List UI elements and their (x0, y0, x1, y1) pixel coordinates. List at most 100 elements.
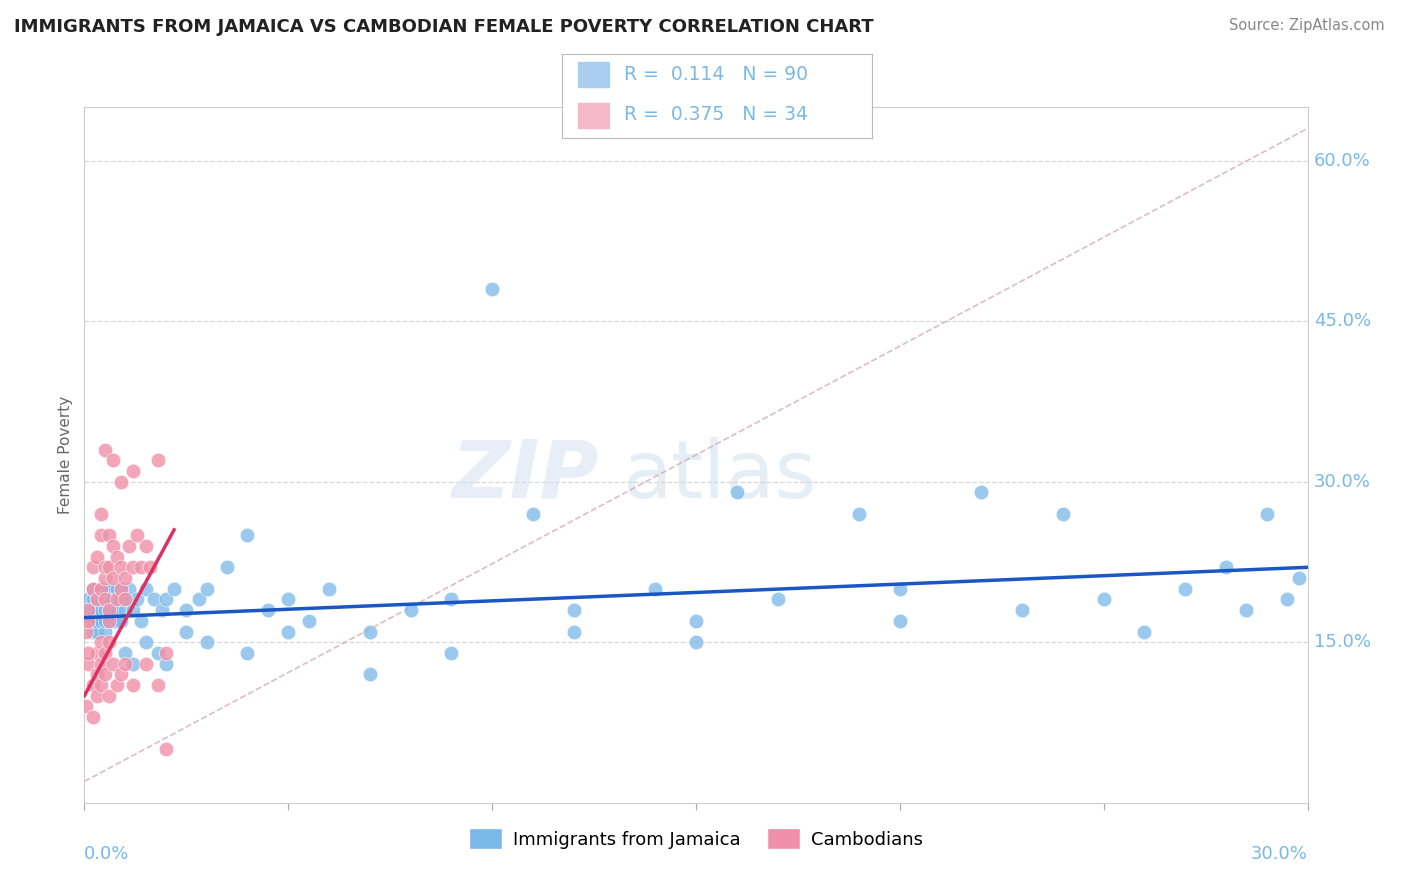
Point (93, 582, 115, 596)
Text: 45.0%: 45.0% (1313, 312, 1371, 330)
Point (138, 560, 160, 574)
Point (122, 464, 145, 478)
Point (97, 603, 120, 617)
Point (77, 646, 100, 660)
Point (101, 603, 124, 617)
Point (90, 678, 112, 692)
Point (174, 624, 197, 639)
Point (82, 582, 104, 596)
Point (77, 603, 100, 617)
Point (86, 689, 108, 703)
Text: IMMIGRANTS FROM JAMAICA VS CAMBODIAN FEMALE POVERTY CORRELATION CHART: IMMIGRANTS FROM JAMAICA VS CAMBODIAN FEM… (14, 18, 873, 36)
Point (277, 592, 299, 607)
Point (93, 592, 115, 607)
Point (93, 592, 115, 607)
Point (440, 592, 463, 607)
Point (122, 560, 145, 574)
Point (82, 614, 104, 628)
Point (97, 689, 120, 703)
Point (127, 528, 149, 542)
Point (77, 603, 100, 617)
Point (277, 624, 299, 639)
Point (86, 592, 108, 607)
Point (114, 646, 136, 660)
Point (359, 667, 381, 681)
Point (848, 507, 870, 521)
Point (97, 582, 120, 596)
Point (82, 560, 104, 574)
Point (82, 582, 104, 596)
Point (75, 624, 97, 639)
Point (86, 624, 108, 639)
Point (122, 657, 145, 671)
Point (105, 614, 128, 628)
Point (101, 571, 124, 585)
Point (1011, 603, 1033, 617)
Point (90, 507, 112, 521)
Point (685, 614, 707, 628)
Point (110, 475, 132, 489)
Point (110, 592, 132, 607)
Point (1288, 571, 1310, 585)
Point (889, 614, 911, 628)
Point (114, 592, 136, 607)
Point (562, 624, 585, 639)
Point (146, 453, 169, 467)
Point (110, 560, 132, 574)
Point (110, 667, 132, 681)
Point (142, 592, 165, 607)
Point (440, 646, 463, 660)
Point (82, 592, 104, 607)
Text: 60.0%: 60.0% (1313, 152, 1371, 169)
Point (725, 485, 748, 500)
Point (155, 657, 177, 671)
Point (399, 603, 422, 617)
Point (146, 646, 169, 660)
Point (90, 657, 112, 671)
Y-axis label: Female Poverty: Female Poverty (58, 396, 73, 514)
Bar (578, 103, 609, 128)
Point (174, 603, 197, 617)
Point (101, 614, 124, 628)
Point (93, 571, 115, 585)
Point (97, 635, 120, 649)
Point (481, 282, 503, 296)
Point (110, 582, 132, 596)
Point (97, 592, 120, 607)
Point (318, 582, 340, 596)
Bar (578, 62, 609, 87)
Point (97, 614, 120, 628)
Point (131, 614, 153, 628)
Point (97, 614, 120, 628)
Point (75, 699, 97, 714)
Point (122, 603, 145, 617)
Point (82, 624, 104, 639)
Point (122, 678, 145, 692)
Point (86, 667, 108, 681)
Point (105, 592, 128, 607)
Point (131, 560, 153, 574)
Point (105, 582, 128, 596)
Point (93, 646, 115, 660)
Point (105, 549, 128, 564)
Text: 30.0%: 30.0% (1251, 845, 1308, 863)
Point (1256, 507, 1278, 521)
Point (766, 592, 789, 607)
Point (970, 485, 993, 500)
Point (127, 592, 149, 607)
Point (82, 710, 104, 724)
Point (93, 624, 115, 639)
Point (195, 582, 218, 596)
Point (1277, 592, 1299, 607)
Text: R =  0.114   N = 90: R = 0.114 N = 90 (624, 65, 808, 84)
Point (155, 742, 177, 756)
Point (105, 678, 128, 692)
Point (90, 603, 112, 617)
Point (1215, 560, 1237, 574)
Point (97, 560, 120, 574)
Text: Source: ZipAtlas.com: Source: ZipAtlas.com (1229, 18, 1385, 33)
Text: 30.0%: 30.0% (1313, 473, 1371, 491)
Point (82, 603, 104, 617)
Point (93, 667, 115, 681)
Point (101, 657, 124, 671)
